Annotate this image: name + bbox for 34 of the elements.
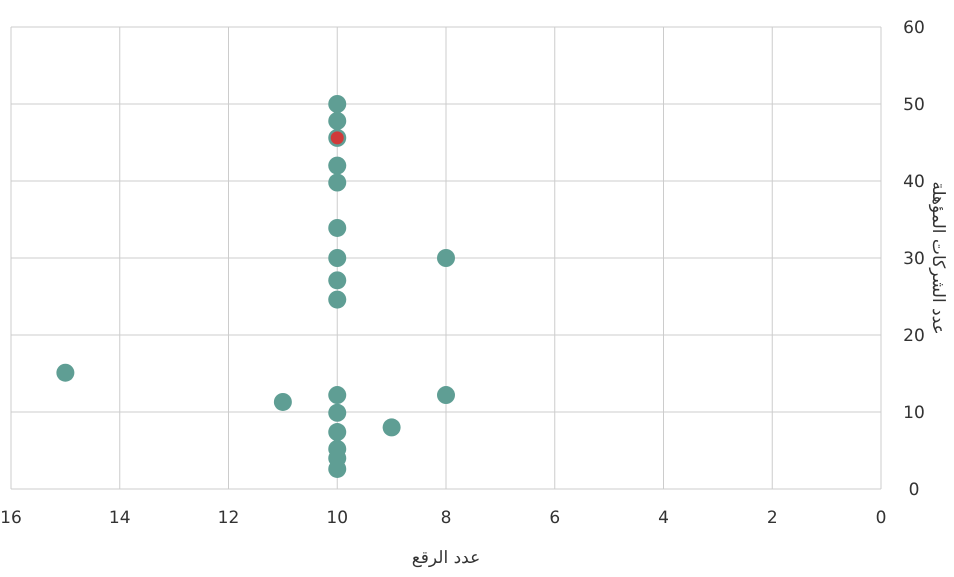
y-tick-label: 60: [903, 18, 925, 38]
x-axis-title: عدد الرقع: [412, 548, 480, 568]
y-tick-label: 20: [903, 326, 925, 346]
point: [328, 112, 346, 130]
point: [437, 386, 455, 404]
x-tick-label: 2: [766, 508, 778, 528]
point: [274, 393, 292, 411]
y-axis-title: عدد الشركات المؤهلة: [928, 181, 948, 335]
y-tick-label: 0: [908, 480, 920, 500]
point: [328, 95, 346, 113]
point: [328, 423, 346, 441]
point: [328, 386, 346, 404]
x-tick-label: 8: [440, 508, 452, 528]
x-tick-label: 12: [218, 508, 240, 528]
point: [56, 364, 74, 382]
point: [382, 418, 401, 436]
point: [328, 218, 346, 237]
y-tick-label: 30: [903, 248, 925, 269]
point: [328, 404, 346, 422]
point: [328, 174, 346, 192]
point: [328, 271, 346, 290]
x-tick-label: 4: [658, 508, 669, 528]
y-tick-label: 50: [903, 94, 925, 115]
x-tick-label: 14: [108, 508, 131, 528]
point: [328, 249, 346, 267]
x-tick-label: 10: [326, 508, 348, 528]
point: [328, 156, 346, 175]
point: [437, 249, 455, 267]
y-tick-label: 40: [903, 172, 925, 192]
y-tick-label: 10: [903, 402, 925, 423]
x-tick-label: 6: [549, 508, 560, 528]
x-tick-label: 16: [0, 508, 22, 528]
x-tick-label: 0: [876, 508, 886, 528]
point: [328, 290, 346, 309]
